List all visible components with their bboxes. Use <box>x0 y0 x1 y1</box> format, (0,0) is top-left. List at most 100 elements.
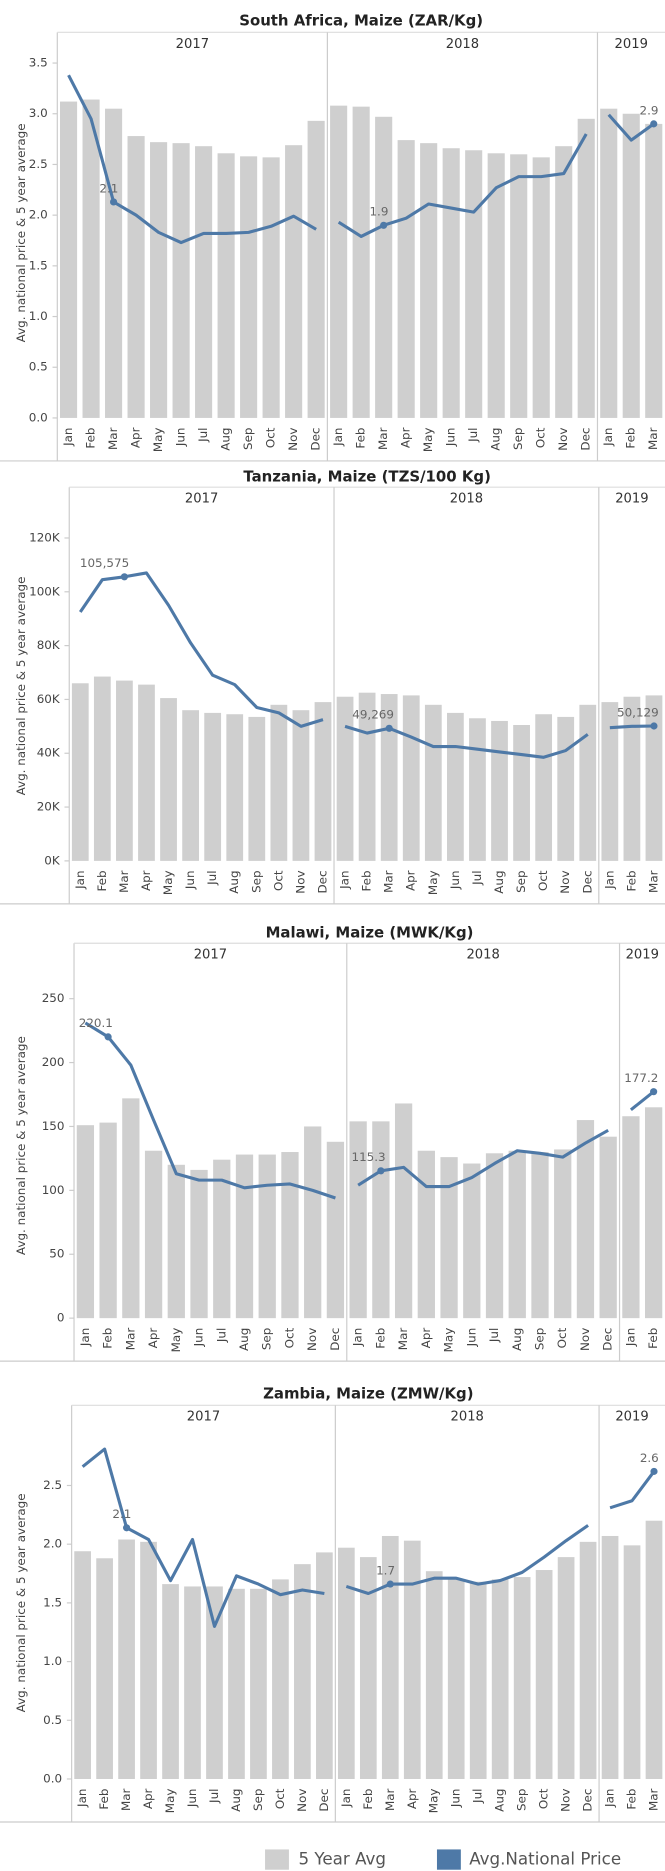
x-tick-label: Nov <box>293 870 307 893</box>
y-tick-label: 0 <box>57 1311 65 1325</box>
year-label: 2018 <box>451 1410 484 1425</box>
x-tick-label: May <box>163 1789 177 1814</box>
data-label: 105,575 <box>80 556 129 570</box>
bar <box>555 146 573 418</box>
x-tick-label: Mar <box>376 427 390 450</box>
x-tick-label: Sep <box>514 870 528 892</box>
y-tick-label: 0.5 <box>29 360 48 374</box>
x-tick-label: Jul <box>205 870 219 885</box>
year-label: 2017 <box>185 492 218 507</box>
legend-swatch <box>436 1849 461 1870</box>
bar <box>144 1150 163 1319</box>
x-tick-label: Nov <box>295 1789 309 1812</box>
bar <box>601 1535 619 1779</box>
x-tick-label: Dec <box>601 1328 615 1351</box>
bar <box>285 145 303 418</box>
bar <box>535 714 553 861</box>
chart-title: Zambia, Maize (ZMW/Kg) <box>263 1385 473 1403</box>
y-tick-label: 200 <box>42 1055 65 1069</box>
y-tick-label: 1.5 <box>29 258 48 272</box>
x-tick-label: Jun <box>185 1789 199 1809</box>
x-tick-label: Oct <box>534 427 548 448</box>
bar <box>425 1571 443 1779</box>
bar <box>326 1141 345 1319</box>
x-tick-label: Oct <box>537 1788 551 1809</box>
x-tick-label: Dec <box>317 1789 331 1812</box>
bar <box>447 1579 465 1779</box>
year-label: 2017 <box>176 37 209 52</box>
x-tick-label: Mar <box>123 1328 137 1351</box>
bar <box>359 1557 377 1779</box>
x-tick-label: Nov <box>558 870 572 893</box>
x-tick-label: Jan <box>601 427 615 446</box>
bar <box>217 153 235 418</box>
x-tick-label: Feb <box>354 427 368 448</box>
legend: 5 Year Avg Avg.National Price <box>265 1849 621 1870</box>
y-tick-label: 120K <box>29 530 61 544</box>
chart-panel: Tanzania, Maize (TZS/100 Kg) Avg. nationa… <box>0 468 665 905</box>
y-axis-label: Avg. national price & 5 year average <box>14 1493 28 1712</box>
x-tick-label: Mar <box>382 870 396 893</box>
x-tick-label: Mar <box>106 427 120 450</box>
bar <box>330 105 348 418</box>
bar <box>644 1107 663 1319</box>
bar <box>352 106 370 418</box>
point <box>385 724 393 732</box>
bar <box>226 714 244 861</box>
legend-swatch <box>265 1849 289 1870</box>
x-tick-label: Dec <box>315 870 329 893</box>
bar <box>82 99 100 418</box>
x-tick-label: Sep <box>511 427 525 449</box>
point <box>650 120 658 128</box>
point <box>650 1088 658 1096</box>
chart-panel: Zambia, Maize (ZMW/Kg) Avg. national pric… <box>0 1385 665 1823</box>
x-tick-label: Jun <box>449 1789 463 1809</box>
bar <box>213 1159 231 1319</box>
y-axis-label: Avg. national price & 5 year average <box>14 1036 28 1255</box>
line <box>357 1128 609 1189</box>
bar <box>513 1577 531 1779</box>
x-tick-label: Feb <box>95 870 109 891</box>
bar <box>402 695 420 861</box>
x-tick-label: Jun <box>464 1328 478 1348</box>
x-tick-label: Apr <box>399 427 413 448</box>
bar <box>417 1150 435 1319</box>
bar <box>440 1157 458 1319</box>
bar <box>118 1539 135 1779</box>
x-tick-label: Sep <box>249 870 263 892</box>
point <box>380 221 388 229</box>
y-tick-label: 2.5 <box>29 157 48 171</box>
bar <box>491 720 508 861</box>
bar <box>424 704 442 861</box>
point <box>120 573 128 581</box>
bar <box>465 150 483 418</box>
x-tick-label: May <box>169 1328 183 1353</box>
line <box>67 74 317 245</box>
x-tick-label: May <box>426 870 440 895</box>
bar <box>599 1136 617 1319</box>
bar <box>622 113 640 418</box>
x-tick-label: Mar <box>119 1788 133 1811</box>
bar <box>60 101 78 418</box>
x-tick-label: Dec <box>581 1789 595 1812</box>
bar <box>127 136 145 418</box>
x-tick-label: Feb <box>360 870 374 891</box>
line <box>344 724 589 759</box>
year-label: 2019 <box>615 492 648 507</box>
year-label: 2019 <box>615 37 648 52</box>
x-tick-label: Sep <box>532 1328 546 1350</box>
x-tick-label: Oct <box>273 1788 287 1809</box>
x-tick-label: Jan <box>331 427 345 446</box>
x-tick-label: Aug <box>229 1789 243 1812</box>
x-tick-label: May <box>427 1789 441 1814</box>
data-label: 2.6 <box>640 1451 659 1465</box>
x-tick-label: Feb <box>646 1328 660 1349</box>
bar <box>532 157 550 418</box>
bar <box>645 695 663 861</box>
bar <box>531 1152 549 1319</box>
bar <box>358 692 376 861</box>
point <box>109 198 118 206</box>
data-label: 1.7 <box>376 1563 395 1577</box>
y-tick-label: 3.5 <box>29 56 48 70</box>
x-tick-label: Jun <box>192 1328 206 1348</box>
